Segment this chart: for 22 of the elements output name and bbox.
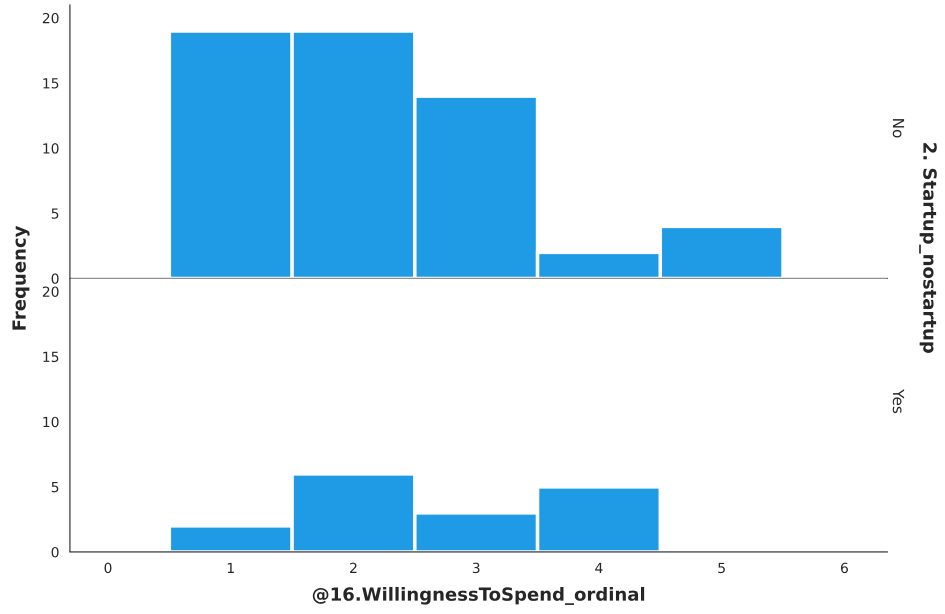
x-tick-label: 5 [718,562,725,574]
y-axis-title: Frequency [12,226,30,330]
x-axis-title: @16.WillingnessToSpend_ordinal [312,586,644,605]
y-tick-label: 20 [42,12,59,24]
y-tick-label: 0 [52,546,59,558]
x-tick-label: 1 [228,562,234,573]
y-tick-label: 0 [52,273,59,284]
text: 2. Startup_nostartup [919,143,937,353]
y-tick-label: 15 [43,78,58,89]
x-tick-label: 2 [350,562,356,573]
text: Yes [892,389,904,414]
y-tick-label: 15 [43,352,58,362]
y-tick-label: 20 [42,286,59,297]
y-tick-label: 5 [52,482,58,492]
y-tick-label: 10 [43,416,59,428]
x-tick-label: 3 [472,562,480,574]
x-tick-label: 4 [595,562,603,573]
y-tick-label: 5 [52,208,58,219]
x-tick-label: 6 [840,562,848,574]
text: No [892,119,904,138]
x-tick-label: 0 [104,562,112,574]
y-tick-label: 10 [43,143,59,154]
